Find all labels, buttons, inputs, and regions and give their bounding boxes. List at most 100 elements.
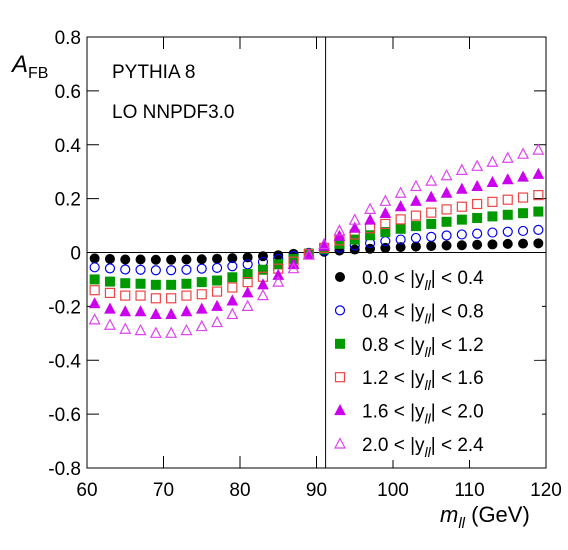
data-point: [487, 211, 498, 222]
legend-label-sub: ll: [425, 444, 432, 460]
data-point: [533, 224, 544, 235]
data-point: [89, 262, 100, 273]
x-tick-label: 120: [530, 480, 562, 501]
data-point: [181, 278, 192, 289]
data-point: [394, 200, 407, 212]
data-point: [410, 221, 421, 232]
x-tick-label: 80: [229, 480, 250, 501]
annotation: LO NNPDF3.0: [112, 102, 234, 123]
data-point: [180, 305, 193, 317]
legend-bg: [330, 327, 542, 360]
legend-label-sub: ll: [425, 277, 432, 293]
data-point: [104, 276, 115, 287]
data-point: [150, 307, 162, 319]
data-point: [181, 290, 192, 301]
data-point: [395, 242, 406, 253]
data-point: [532, 143, 545, 155]
legend-label: 1.2 < |yll| < 1.6: [362, 368, 484, 393]
y-tick-label: 0.8: [55, 28, 81, 49]
y-axis-label: AFB: [10, 51, 48, 82]
y-label-sub: FB: [28, 65, 48, 82]
data-point: [196, 289, 207, 300]
data-point: [180, 323, 193, 336]
data-point: [135, 254, 146, 265]
legend-label-post: | < 0.8: [431, 301, 484, 322]
data-point: [533, 190, 544, 201]
data-point: [348, 221, 361, 233]
data-point: [226, 307, 239, 320]
data-point: [364, 202, 377, 214]
data-point: [241, 299, 254, 311]
data-point: [365, 243, 376, 254]
legend-bg: [330, 428, 542, 460]
data-point: [120, 278, 131, 289]
data-point: [166, 254, 177, 265]
data-point: [120, 254, 131, 265]
y-tick-label: -0.8: [48, 459, 81, 480]
data-point: [518, 208, 529, 219]
legend-label-pre: 1.2 < |y: [362, 368, 425, 389]
data-point: [533, 206, 544, 217]
data-point: [241, 286, 254, 298]
data-point: [395, 234, 406, 245]
data-point: [212, 253, 223, 264]
data-point: [379, 206, 392, 218]
data-point: [471, 179, 483, 192]
data-point: [150, 254, 161, 265]
legend-bg: [330, 394, 542, 427]
data-point: [379, 194, 392, 206]
data-point: [425, 190, 438, 202]
data-point: [410, 210, 422, 221]
data-point: [518, 238, 529, 249]
data-point: [501, 151, 514, 163]
data-point: [456, 229, 467, 240]
data-point: [226, 294, 239, 306]
data-point: [472, 228, 483, 239]
data-point: [456, 240, 467, 251]
data-point: [455, 163, 468, 175]
legend-label-pre: 0.0 < |y: [362, 268, 425, 289]
data-point: [395, 223, 406, 234]
data-point: [440, 186, 453, 198]
data-point: [365, 230, 376, 241]
data-point: [242, 252, 253, 263]
data-point: [227, 261, 238, 272]
legend-marker: [334, 305, 346, 316]
data-point: [486, 175, 499, 187]
data-point: [150, 293, 161, 304]
data-point: [257, 264, 268, 275]
legend-label: 0.8 < |yll| < 1.2: [362, 335, 484, 360]
data-point: [441, 216, 452, 227]
x-label-sub: ll: [458, 515, 465, 532]
data-point: [120, 264, 131, 275]
data-point: [440, 168, 453, 181]
data-point: [410, 241, 421, 252]
data-point: [134, 305, 147, 317]
data-point: [165, 326, 178, 338]
data-point: [502, 238, 513, 249]
legend-label-pre: 0.4 < |y: [362, 301, 425, 322]
data-point: [471, 159, 484, 171]
data-point: [425, 174, 438, 186]
data-point: [181, 264, 192, 275]
data-point: [487, 239, 498, 250]
x-tick-label: 100: [377, 480, 409, 501]
legend-label-post: | < 1.2: [431, 335, 484, 356]
legend-label-sub: ll: [425, 310, 432, 326]
data-point: [287, 261, 300, 274]
legend-label-post: | < 2.4: [431, 435, 484, 456]
data-point: [501, 173, 514, 185]
data-point: [166, 265, 177, 276]
y-tick-label: 0.4: [55, 136, 82, 157]
annotation: PYTHIA 8: [112, 62, 195, 83]
data-point: [487, 227, 498, 238]
x-label-main: m: [440, 502, 458, 527]
x-tick-label: 70: [153, 480, 174, 501]
x-label-rest: (GeV): [465, 502, 530, 527]
data-point: [410, 232, 422, 244]
data-point: [89, 274, 100, 285]
legend-label-post: | < 0.4: [431, 268, 484, 289]
data-point: [211, 262, 223, 273]
data-point: [165, 307, 177, 319]
